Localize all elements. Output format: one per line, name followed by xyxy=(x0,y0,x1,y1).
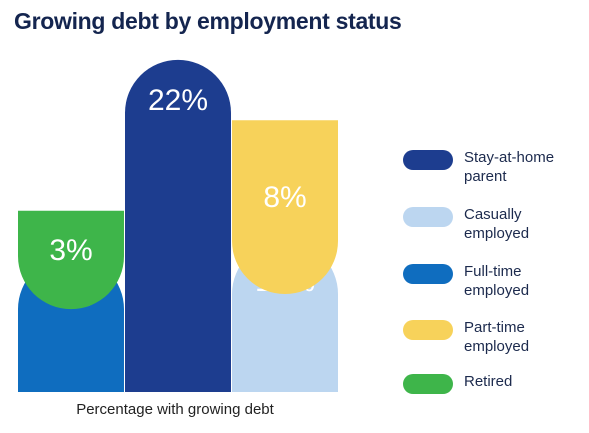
legend-label: Part-time employed xyxy=(464,319,530,355)
legend-item-casually-employed: Casually employed xyxy=(403,205,582,243)
legend: Stay-at-home parent Casually employed Fu… xyxy=(403,0,589,433)
legend-label: Casually employed xyxy=(464,206,530,242)
legend-item-retired: Retired xyxy=(403,372,582,394)
bar-chart: 22%10%9%8%3% xyxy=(18,59,338,393)
data-label-retired: 3% xyxy=(49,234,92,267)
bar-retired xyxy=(18,210,124,310)
legend-swatch xyxy=(403,207,453,227)
x-axis-label: Percentage with growing debt xyxy=(76,401,274,418)
bar-stay-at-home-parent xyxy=(125,59,231,393)
legend-item-part-time-employed: Part-time employed xyxy=(403,318,582,356)
legend-swatch xyxy=(403,320,453,340)
data-label-stay-at-home-parent: 22% xyxy=(148,84,208,117)
chart-title: Growing debt by employment status xyxy=(14,8,402,34)
legend-swatch xyxy=(403,150,453,170)
bar-part-time-employed xyxy=(232,120,338,294)
legend-item-stay-at-home-parent: Stay-at-home parent xyxy=(403,148,582,186)
legend-item-full-time-employed: Full-time employed xyxy=(403,262,582,300)
legend-label: Full-time employed xyxy=(464,263,530,299)
legend-label: Retired xyxy=(464,373,513,390)
legend-swatch xyxy=(403,374,453,394)
legend-label: Stay-at-home parent xyxy=(464,149,555,185)
legend-swatch xyxy=(403,264,453,284)
data-label-part-time-employed: 8% xyxy=(263,181,306,214)
